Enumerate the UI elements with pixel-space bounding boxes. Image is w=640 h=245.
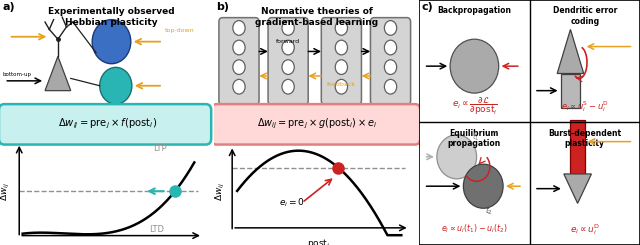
Text: c): c) [421,2,433,12]
Text: b): b) [216,2,230,12]
Bar [561,74,580,108]
Circle shape [282,21,294,35]
Text: $\Delta w_{ij}$: $\Delta w_{ij}$ [214,182,227,201]
Text: $\mathrm{post}_i$: $\mathrm{post}_i$ [97,244,120,245]
Text: $e_i \propto u_i(t_1) - u_i(t_2)$: $e_i \propto u_i(t_1) - u_i(t_2)$ [441,223,508,235]
Circle shape [463,164,503,208]
Circle shape [437,135,477,179]
Polygon shape [564,174,591,203]
Text: $t_1$: $t_1$ [472,131,480,143]
Circle shape [385,40,397,55]
Circle shape [335,60,348,74]
Text: $e_i = 0$: $e_i = 0$ [279,197,305,209]
Text: Backpropagation: Backpropagation [437,6,511,15]
Text: $\Delta w_{ij} = \mathrm{pre}_j \times g(\mathrm{post}_i) \times e_i$: $\Delta w_{ij} = \mathrm{pre}_j \times g… [257,117,377,131]
Circle shape [335,79,348,94]
Text: LTD: LTD [149,225,164,234]
Circle shape [282,60,294,74]
Text: Normative theories of
gradient-based learning: Normative theories of gradient-based lea… [255,7,378,27]
Circle shape [335,21,348,35]
Circle shape [385,79,397,94]
Text: Experimentally observed
Hebbian plasticity: Experimentally observed Hebbian plastici… [48,7,175,27]
Text: Equilibrium
propagation: Equilibrium propagation [448,129,501,148]
FancyBboxPatch shape [371,18,411,105]
Circle shape [100,67,132,104]
Text: $\mathrm{post}_i$: $\mathrm{post}_i$ [307,237,330,245]
Text: $\Delta w_{ij} = \mathrm{pre}_j \times f(\mathrm{post}_i)$: $\Delta w_{ij} = \mathrm{pre}_j \times f… [58,117,157,131]
Circle shape [450,39,499,93]
Text: feedback: feedback [327,82,356,87]
Text: Dendritic error
coding: Dendritic error coding [552,6,617,25]
Circle shape [385,60,397,74]
Text: $e_i \propto u_i^{\mathrm{S}} - u_i^{\mathrm{D}}$: $e_i \propto u_i^{\mathrm{S}} - u_i^{\ma… [561,99,609,114]
Text: bottom-up: bottom-up [2,72,31,77]
Text: Burst-dependent
plasticity: Burst-dependent plasticity [548,129,621,148]
Circle shape [233,40,245,55]
Circle shape [335,40,348,55]
Circle shape [385,21,397,35]
Text: top-down: top-down [165,28,195,33]
FancyBboxPatch shape [268,18,308,105]
FancyBboxPatch shape [219,18,259,105]
Text: $e_i \propto u_i^{\mathrm{D}}$: $e_i \propto u_i^{\mathrm{D}}$ [570,222,600,236]
Circle shape [233,60,245,74]
Text: LTP: LTP [153,144,167,153]
Circle shape [282,40,294,55]
Text: $\Delta w_{ij}$: $\Delta w_{ij}$ [0,182,12,201]
FancyBboxPatch shape [211,104,420,145]
Text: a): a) [2,2,15,12]
Circle shape [92,20,131,64]
Polygon shape [45,56,71,91]
Circle shape [233,79,245,94]
Bar [570,120,585,174]
Circle shape [282,79,294,94]
Text: $e_i \propto \dfrac{\partial \mathcal{L}}{\partial \mathrm{post}_i}$: $e_i \propto \dfrac{\partial \mathcal{L}… [452,96,497,118]
Polygon shape [557,29,584,74]
FancyBboxPatch shape [0,104,211,145]
FancyBboxPatch shape [321,18,362,105]
Circle shape [233,21,245,35]
Text: forward: forward [276,39,300,44]
Text: $t_2$: $t_2$ [486,204,493,217]
